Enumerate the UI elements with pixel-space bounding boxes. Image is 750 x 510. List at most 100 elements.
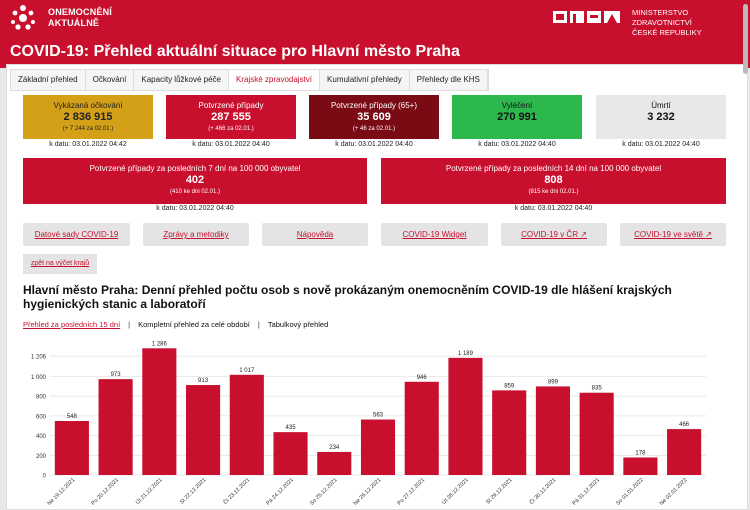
x-tick-label: Ne 26.12.2021 [353, 477, 383, 507]
tab-khs[interactable]: Přehledy dle KHS [410, 70, 488, 90]
bar-value-label: 973 [111, 372, 122, 378]
tile-note: (815 ke dni 02.01.) [528, 189, 579, 195]
tile-label: Potvrzené případy za posledních 7 dní na… [89, 164, 301, 173]
y-tick-label: 200 [36, 454, 47, 460]
subtab-last-15-days[interactable]: Přehled za posledních 15 dní [23, 320, 121, 329]
tile-date: k datu: 03.01.2022 04:40 [192, 141, 270, 148]
tile-note: (410 ke dni 02.01.) [169, 189, 221, 195]
bar [317, 451, 352, 475]
x-tick-label: St 22.12.2021 [179, 477, 207, 505]
bar [492, 390, 527, 475]
bar [404, 381, 439, 475]
tile-7day-incidence[interactable]: Potvrzené případy za posledních 7 dní na… [23, 158, 367, 204]
tab-krajske-zpravodajstvi[interactable]: Krajské zpravodajství [229, 70, 321, 90]
bar-value-label: 946 [417, 375, 428, 381]
tile-date: k datu: 03.01.2022 04:40 [478, 141, 556, 148]
bar [98, 379, 133, 475]
bar [623, 457, 658, 475]
x-tick-label: So 01.01.2022 [615, 477, 645, 507]
y-tick-label: 400 [36, 434, 47, 440]
bar-value-label: 835 [592, 386, 603, 392]
tile-note: (+ 46 za 02.01.) [352, 126, 396, 132]
tile-value: 35 609 [357, 111, 391, 123]
x-tick-label: Po 20.12.2021 [90, 477, 120, 507]
bar-value-label: 466 [679, 422, 690, 428]
tile-label: Vyléčení [501, 101, 533, 110]
x-tick-label: Ne 19.12.2021 [47, 477, 77, 507]
tab-zakladni-prehled[interactable]: Základní přehled [11, 70, 86, 90]
tile-value: 270 991 [497, 111, 537, 123]
bar-value-label: 178 [635, 450, 646, 456]
top-header: ONEMOCNĚNÍ AKTUÁLNĚ MINISTERSTVO ZDRAVOT… [0, 0, 750, 37]
tab-ockovani[interactable]: Očkování [86, 70, 135, 90]
x-tick-label: Pá 24.12.2021 [265, 477, 295, 507]
tile-note: (+ 7 244 za 02.01.) [62, 126, 114, 132]
ministry-logo-icon [553, 11, 620, 23]
y-tick-label: 800 [36, 395, 47, 401]
x-tick-label: Ne 02.01.2022 [659, 477, 689, 507]
ministry-line1: MINISTERSTVO ZDRAVOTNICTVÍ [632, 8, 692, 27]
bar-value-label: 435 [286, 425, 297, 431]
tile-date: k datu: 03.01.2022 04:40 [335, 141, 413, 148]
scrollbar-thumb[interactable] [743, 4, 748, 74]
bar [448, 357, 483, 475]
site-logo[interactable]: ONEMOCNĚNÍ AKTUÁLNĚ [48, 7, 112, 29]
tile-confirmed[interactable]: Potvrzené případy 287 555 (+ 466 za 02.0… [166, 95, 296, 139]
tile-label: Vykázaná očkování [53, 101, 123, 110]
tile-vaccinations[interactable]: Vykázaná očkování 2 836 915 (+ 7 244 za … [23, 95, 153, 139]
x-tick-label: Po 27.12.2021 [397, 477, 427, 507]
subtab-separator: | [257, 320, 260, 329]
subtab-separator: | [128, 320, 131, 329]
subtab-full-period[interactable]: Kompletní přehled za celé období [138, 320, 250, 329]
tile-date: k datu: 03.01.2022 04:40 [156, 205, 234, 212]
logo-line2: AKTUÁLNĚ [48, 18, 100, 28]
tile-label: Potvrzené případy (65+) [330, 101, 418, 110]
tile-value: 287 555 [211, 111, 251, 123]
bar [579, 392, 614, 475]
tile-value: 402 [185, 174, 205, 186]
tile-note: (+ 466 za 02.01.) [208, 126, 254, 132]
bar-value-label: 234 [329, 445, 340, 451]
link-covid-cr[interactable]: COVID-19 v ČR ↗ [501, 223, 607, 246]
title-bar: COVID-19: Přehled aktuální situace pro H… [0, 36, 750, 68]
y-tick-label: 1 000 [31, 375, 47, 381]
link-zpravy-metodiky[interactable]: Zprávy a metodiky [143, 223, 249, 246]
x-tick-label: Čt 30.12.2021 [528, 476, 557, 505]
tile-label: Úmrtí [651, 101, 671, 110]
link-covid-widget[interactable]: COVID-19 Widget [381, 223, 488, 246]
chart-title: Hlavní město Praha: Denní přehled počtu … [23, 283, 672, 311]
bar-value-label: 1 286 [152, 341, 168, 347]
tile-14day-incidence[interactable]: Potvrzené případy za posledních 14 dní n… [381, 158, 726, 204]
x-tick-label: Pá 31.12.2021 [572, 477, 602, 507]
bar-value-label: 1 189 [458, 351, 474, 357]
bar-value-label: 563 [373, 413, 384, 419]
back-to-regions-link[interactable]: zpět na výčet krajů [23, 254, 97, 274]
x-tick-label: St 29.12.2021 [485, 477, 513, 505]
bar [273, 432, 308, 475]
tile-date: k datu: 03.01.2022 04:40 [514, 205, 593, 212]
bar [535, 386, 570, 475]
link-datove-sady[interactable]: Datové sady COVID-19 [23, 223, 130, 246]
tab-kapacity[interactable]: Kapacity lůžkové péče [134, 70, 229, 90]
bar [229, 374, 264, 475]
tile-date: k datu: 03.01.2022 04:42 [49, 141, 127, 148]
tile-recovered[interactable]: Vyléčení 270 991 [452, 95, 582, 139]
bar [54, 421, 89, 475]
x-tick-label: Út 21.12.2021 [134, 476, 163, 505]
x-tick-label: So 25.12.2021 [309, 477, 339, 507]
tile-deaths[interactable]: Úmrtí 3 232 [596, 95, 726, 139]
tile-label: Potvrzené případy [198, 101, 264, 110]
y-tick-label: 0 [43, 474, 47, 480]
nav-tabs: Základní přehled Očkování Kapacity lůžko… [10, 69, 489, 91]
link-covid-svet[interactable]: COVID-19 ve světě ↗ [620, 223, 726, 246]
subtab-table[interactable]: Tabulkový přehled [267, 320, 329, 329]
tile-value: 808 [544, 174, 563, 186]
bar-value-label: 913 [198, 378, 209, 384]
link-napoveda[interactable]: Nápověda [262, 223, 368, 246]
bar [142, 348, 177, 475]
daily-cases-chart: 0 200 400 600 800 1 000 1 206 548 Ne 19.12.2021 9… [31, 341, 706, 507]
logo-line1: ONEMOCNĚNÍ [48, 7, 113, 17]
tile-confirmed-65[interactable]: Potvrzené případy (65+) 35 609 (+ 46 za … [309, 95, 439, 139]
bar-value-label: 899 [548, 379, 559, 385]
tab-kumulativni[interactable]: Kumulativní přehledy [320, 70, 410, 90]
